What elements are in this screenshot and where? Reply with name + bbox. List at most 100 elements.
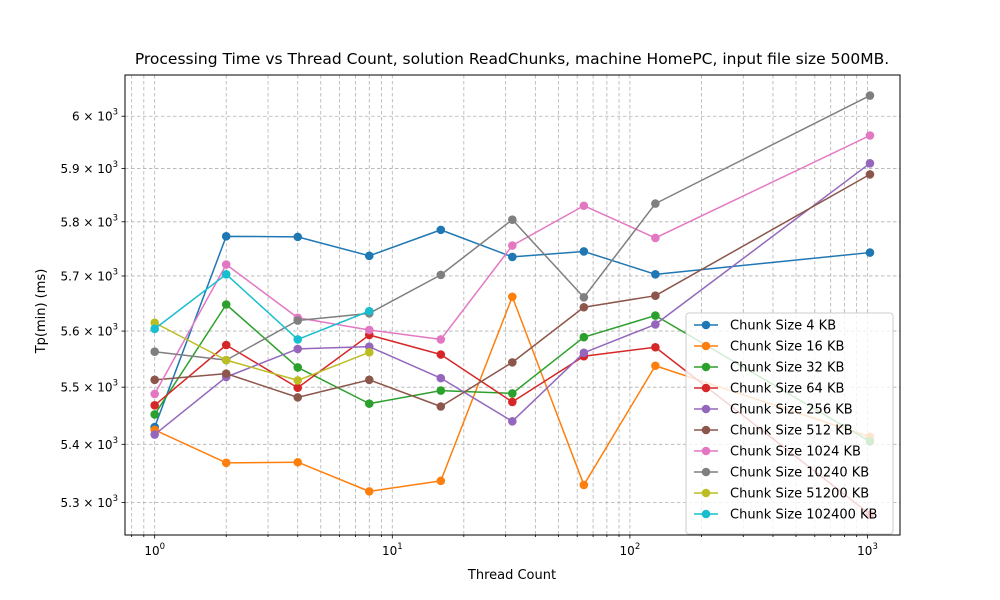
data-point bbox=[579, 480, 589, 490]
data-point bbox=[293, 363, 303, 372]
legend-marker bbox=[701, 425, 711, 435]
legend-label: Chunk Size 51200 KB bbox=[730, 487, 869, 502]
data-point bbox=[579, 302, 589, 312]
legend-marker bbox=[701, 341, 711, 351]
legend-item: Chunk Size 256 KB bbox=[694, 403, 853, 418]
legend-item: Chunk Size 16 KB bbox=[694, 340, 844, 355]
data-point bbox=[364, 325, 374, 335]
legend-label: Chunk Size 256 KB bbox=[730, 403, 853, 418]
data-point bbox=[508, 292, 517, 302]
x-tick-label: 103 bbox=[857, 542, 878, 558]
data-point bbox=[865, 91, 875, 100]
series-4 bbox=[150, 330, 875, 519]
data-point bbox=[508, 417, 517, 426]
data-point bbox=[364, 251, 374, 261]
data-point bbox=[508, 397, 517, 407]
legend-item: Chunk Size 32 KB bbox=[694, 361, 844, 376]
data-point bbox=[436, 402, 446, 411]
data-point bbox=[221, 270, 231, 279]
plot-frame bbox=[124, 74, 901, 536]
series-10 bbox=[150, 270, 374, 344]
data-point bbox=[436, 476, 446, 486]
data-point bbox=[221, 458, 231, 468]
data-point bbox=[436, 373, 446, 383]
series-line bbox=[154, 322, 370, 382]
data-point bbox=[865, 248, 875, 257]
data-point bbox=[579, 201, 589, 211]
data-point bbox=[293, 383, 303, 393]
data-point bbox=[221, 369, 231, 378]
data-point bbox=[150, 318, 159, 328]
data-point bbox=[293, 335, 303, 344]
legend-marker bbox=[701, 404, 711, 414]
data-point bbox=[865, 159, 875, 168]
x-tick-label: 100 bbox=[144, 542, 165, 558]
data-point bbox=[221, 260, 231, 269]
data-point bbox=[150, 401, 159, 410]
data-point bbox=[150, 324, 159, 334]
y-tick-label: 5.9 × 103 bbox=[61, 160, 118, 176]
legend-item: Chunk Size 1024 KB bbox=[694, 445, 861, 460]
data-point bbox=[221, 355, 231, 365]
legend-label: Chunk Size 1024 KB bbox=[730, 445, 861, 460]
data-point bbox=[364, 399, 374, 408]
y-tick-label: 5.8 × 103 bbox=[61, 213, 118, 229]
legend-label: Chunk Size 102400 KB bbox=[730, 508, 877, 523]
legend-marker bbox=[701, 383, 711, 393]
legend-label: Chunk Size 16 KB bbox=[730, 340, 844, 355]
legend-item: Chunk Size 102400 KB bbox=[694, 508, 877, 523]
data-point bbox=[436, 270, 446, 280]
legend-item: Chunk Size 10240 KB bbox=[694, 466, 869, 481]
legend-marker bbox=[701, 320, 711, 330]
data-point bbox=[293, 232, 303, 242]
series-line bbox=[154, 273, 370, 341]
data-point bbox=[436, 386, 446, 395]
data-point bbox=[293, 316, 303, 325]
data-point bbox=[651, 270, 660, 279]
legend-marker bbox=[701, 467, 711, 477]
data-point bbox=[364, 306, 374, 316]
series-layer bbox=[150, 91, 875, 519]
data-point bbox=[508, 241, 517, 250]
data-point bbox=[651, 233, 660, 243]
chart-title: Processing Time vs Thread Count, solutio… bbox=[135, 50, 889, 68]
data-point bbox=[651, 342, 660, 352]
legend-item: Chunk Size 4 KB bbox=[694, 319, 836, 334]
y-tick-label: 5.4 × 103 bbox=[61, 436, 118, 452]
y-axis-title: Tp(min) (ms) bbox=[34, 269, 49, 355]
x-tick-label: 101 bbox=[382, 542, 403, 558]
data-point bbox=[579, 293, 589, 302]
data-point bbox=[865, 170, 875, 179]
x-tick-label: 102 bbox=[620, 542, 641, 558]
series-6 bbox=[150, 170, 875, 411]
data-point bbox=[364, 347, 374, 357]
legend-item: Chunk Size 64 KB bbox=[694, 382, 844, 397]
data-point bbox=[436, 225, 446, 235]
y-tick-label: 5.6 × 103 bbox=[61, 323, 118, 339]
legend-label: Chunk Size 10240 KB bbox=[730, 466, 869, 481]
data-point bbox=[436, 335, 446, 344]
y-tick-label: 5.3 × 103 bbox=[61, 494, 118, 510]
data-point bbox=[293, 393, 303, 402]
data-point bbox=[651, 361, 660, 371]
legend-label: Chunk Size 32 KB bbox=[730, 361, 844, 376]
grid bbox=[125, 75, 900, 535]
data-point bbox=[436, 350, 446, 359]
series-9 bbox=[150, 318, 374, 385]
data-point bbox=[221, 340, 231, 350]
legend-item: Chunk Size 51200 KB bbox=[694, 487, 869, 502]
series-7 bbox=[150, 131, 875, 399]
data-point bbox=[150, 410, 159, 419]
data-point bbox=[221, 232, 231, 241]
axis-ticks: 100 101 102 103 5.3 × 103 5.4 × 103 5.5 × 103 5… bbox=[61, 108, 878, 558]
data-point bbox=[150, 347, 159, 357]
data-point bbox=[579, 348, 589, 358]
data-point bbox=[651, 320, 660, 329]
legend-item: Chunk Size 512 KB bbox=[694, 424, 853, 439]
legend-marker bbox=[701, 509, 711, 519]
series-8 bbox=[150, 91, 875, 365]
data-point bbox=[651, 291, 660, 300]
data-point bbox=[364, 487, 374, 496]
